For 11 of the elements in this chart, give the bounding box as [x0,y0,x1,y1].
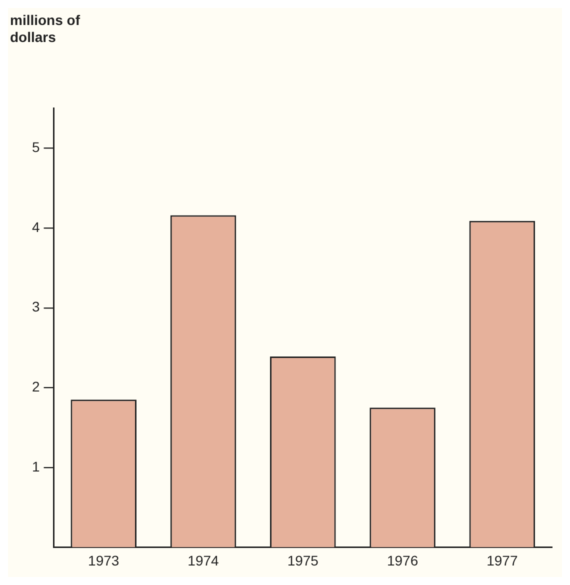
y-tick-label: 2 [32,378,40,394]
y-tick-label: 4 [32,218,40,235]
x-tick-label: 1977 [486,552,518,568]
x-tick-label: 1975 [287,552,319,568]
x-tick-label: 1974 [188,552,220,568]
x-tick-label: 1976 [386,552,418,568]
y-axis-title: millions of dollars [10,12,80,46]
y-tick-label: 3 [32,298,40,315]
y-tick-label: 1 [32,458,40,474]
y-tick-label: 5 [32,139,40,156]
x-tick-label: 1973 [88,552,120,568]
